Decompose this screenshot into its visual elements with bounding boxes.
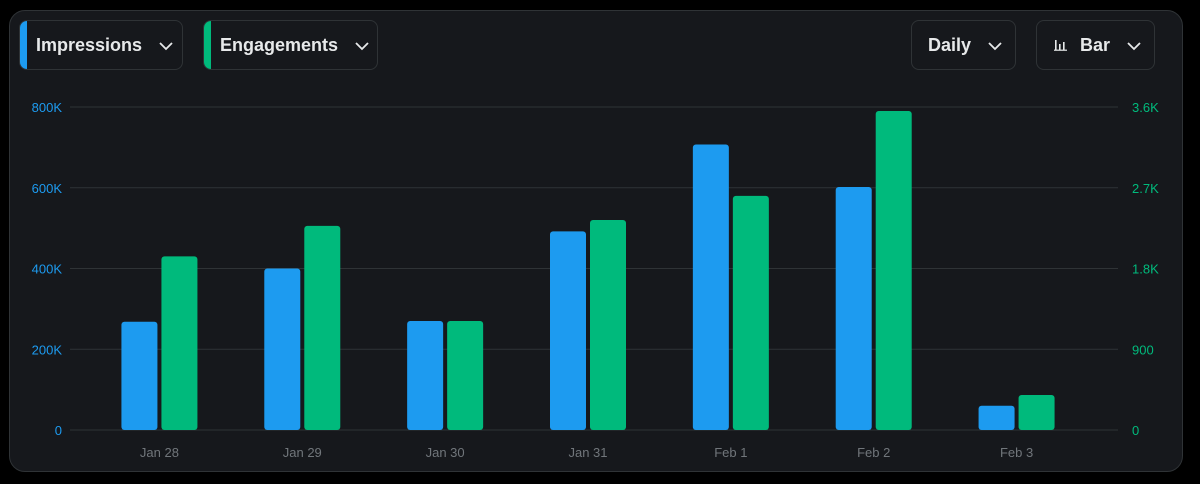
- chevron-down-icon: [158, 35, 174, 56]
- right-axis-tick-label: 3.6K: [1132, 100, 1159, 115]
- x-axis-tick-label: Feb 1: [714, 445, 747, 460]
- chevron-down-icon: [1126, 35, 1142, 56]
- engagements-bar: [590, 220, 626, 430]
- engagements-metric-dropdown[interactable]: Engagements: [203, 20, 378, 70]
- impressions-metric-dropdown[interactable]: Impressions: [19, 20, 183, 70]
- impressions-color-swatch: [20, 21, 27, 69]
- left-axis-tick-label: 600K: [32, 181, 63, 196]
- engagements-dropdown-label: Engagements: [220, 34, 339, 55]
- bar-chart-icon: [1054, 35, 1068, 56]
- x-axis-tick-label: Jan 30: [426, 445, 465, 460]
- chevron-down-icon: [987, 35, 1003, 56]
- x-axis-tick-label: Jan 29: [283, 445, 322, 460]
- impressions-bar: [121, 321, 158, 430]
- engagements-color-swatch: [204, 21, 211, 69]
- impressions-dropdown-label: Impressions: [36, 34, 143, 55]
- right-axis-tick-label: 1.8K: [1132, 262, 1159, 277]
- interval-dropdown[interactable]: Daily: [911, 20, 1016, 70]
- impressions-bar: [978, 405, 1015, 430]
- impressions-bar: [692, 144, 729, 430]
- engagements-bar: [161, 256, 198, 430]
- engagements-bar: [875, 111, 912, 430]
- left-axis-tick-label: 200K: [32, 342, 63, 357]
- engagements-bar: [732, 195, 769, 430]
- left-axis-tick-label: 400K: [32, 262, 63, 277]
- impressions-bar: [835, 186, 872, 430]
- x-axis: Jan 28 Jan 29 Jan 30 Jan 31 Feb 1 Feb 2 Feb 3: [140, 445, 1033, 460]
- right-axis-tick-label: 2.7K: [1132, 181, 1159, 196]
- x-axis-tick-label: Jan 28: [140, 445, 179, 460]
- engagements-bar: [447, 320, 484, 430]
- chart-type-dropdown[interactable]: Bar: [1036, 20, 1155, 70]
- x-axis-tick-label: Feb 3: [1000, 445, 1033, 460]
- engagements-bar: [304, 225, 341, 430]
- x-axis-tick-label: Jan 31: [568, 445, 607, 460]
- left-y-axis: 0 200K 400K 600K 800K: [32, 100, 63, 438]
- chart-type-dropdown-label: Bar: [1080, 34, 1111, 55]
- right-y-axis: 0 900 1.8K 2.7K 3.6K: [1132, 100, 1159, 438]
- impressions-bar: [407, 320, 444, 430]
- bar-series: [121, 111, 1055, 430]
- engagements-bar: [1018, 395, 1055, 430]
- interval-dropdown-label: Daily: [928, 34, 972, 55]
- right-axis-tick-label: 0: [1132, 423, 1139, 438]
- left-axis-tick-label: 0: [55, 423, 62, 438]
- chevron-down-icon: [354, 35, 370, 56]
- left-axis-tick-label: 800K: [32, 100, 63, 115]
- x-axis-tick-label: Feb 2: [857, 445, 890, 460]
- right-axis-tick-label: 900: [1132, 342, 1154, 357]
- impressions-bar: [264, 268, 301, 430]
- impressions-bar: [550, 231, 586, 430]
